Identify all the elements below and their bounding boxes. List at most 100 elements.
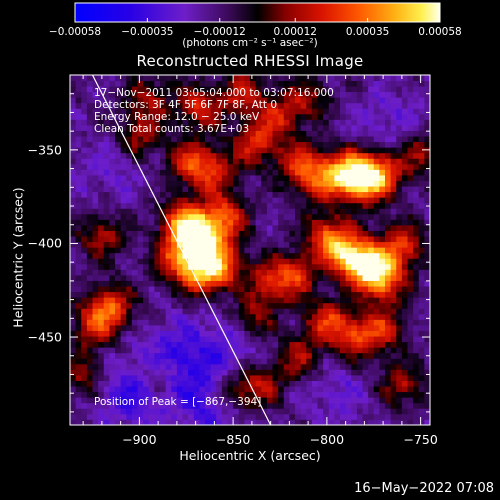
heatmap-cell bbox=[92, 352, 99, 359]
heatmap-cell bbox=[238, 313, 245, 320]
heatmap-cell bbox=[131, 191, 138, 198]
heatmap-cell bbox=[345, 208, 352, 215]
heatmap-cell bbox=[250, 163, 257, 170]
heatmap-cell bbox=[160, 375, 167, 381]
heatmap-cell bbox=[81, 325, 88, 331]
heatmap-cell bbox=[345, 347, 352, 354]
heatmap-cell bbox=[317, 352, 324, 359]
heatmap-cell bbox=[143, 336, 150, 343]
heatmap-cell bbox=[205, 258, 212, 265]
heatmap-cell bbox=[205, 302, 212, 309]
heatmap-cell bbox=[199, 208, 206, 215]
heatmap-cell bbox=[368, 80, 375, 87]
heatmap-cell bbox=[115, 97, 122, 104]
heatmap-cell bbox=[250, 258, 257, 265]
heatmap-cell bbox=[238, 408, 245, 415]
heatmap-cell bbox=[345, 147, 352, 154]
heatmap-cell bbox=[216, 247, 223, 254]
heatmap-cell bbox=[362, 313, 369, 320]
heatmap-cell bbox=[407, 375, 414, 381]
heatmap-cell bbox=[176, 75, 183, 81]
heatmap-cell bbox=[120, 419, 127, 426]
heatmap-cell bbox=[278, 152, 285, 159]
heatmap-cell bbox=[390, 136, 397, 143]
heatmap-cell bbox=[340, 108, 347, 115]
heatmap-cell bbox=[413, 213, 420, 220]
heatmap-cell bbox=[300, 119, 307, 126]
heatmap-cell bbox=[356, 347, 363, 354]
heatmap-cell bbox=[306, 130, 313, 137]
heatmap-cell bbox=[328, 169, 335, 176]
heatmap-cell bbox=[171, 297, 178, 304]
heatmap-cell bbox=[238, 125, 245, 131]
heatmap-cell bbox=[368, 108, 375, 115]
heatmap-cell bbox=[306, 147, 313, 154]
heatmap-cell bbox=[131, 219, 138, 226]
heatmap-cell bbox=[92, 380, 99, 387]
heatmap-cell bbox=[261, 258, 268, 265]
heatmap-cell bbox=[390, 263, 397, 270]
heatmap-cell bbox=[272, 325, 279, 331]
heatmap-cell bbox=[227, 186, 234, 193]
heatmap-cell bbox=[317, 108, 324, 115]
heatmap-cell bbox=[244, 419, 251, 426]
heatmap-cell bbox=[373, 125, 380, 131]
heatmap-cell bbox=[148, 236, 155, 243]
heatmap-cell bbox=[131, 180, 138, 187]
heatmap-cell bbox=[289, 86, 296, 93]
heatmap-cell bbox=[171, 336, 178, 343]
heatmap-cell bbox=[171, 169, 178, 176]
heatmap-cell bbox=[334, 413, 341, 420]
heatmap-cell bbox=[137, 80, 144, 87]
heatmap-cell bbox=[103, 297, 110, 304]
heatmap-cell bbox=[86, 369, 93, 376]
heatmap-cell bbox=[227, 375, 234, 381]
heatmap-cell bbox=[278, 102, 285, 109]
heatmap-cell bbox=[70, 363, 77, 370]
heatmap-cell bbox=[418, 80, 425, 87]
heatmap-cell bbox=[244, 180, 251, 187]
heatmap-cell bbox=[199, 202, 206, 209]
heatmap-cell bbox=[210, 186, 217, 193]
heatmap-cell bbox=[103, 391, 110, 398]
heatmap-cell bbox=[266, 325, 273, 331]
heatmap-cell bbox=[390, 225, 397, 231]
heatmap-cell bbox=[300, 202, 307, 209]
heatmap-cell bbox=[210, 258, 217, 265]
heatmap-cell bbox=[165, 125, 172, 131]
heatmap-cell bbox=[160, 286, 167, 293]
heatmap-cell bbox=[188, 380, 195, 387]
heatmap-cell bbox=[70, 163, 77, 170]
heatmap-cell bbox=[289, 413, 296, 420]
heatmap-cell bbox=[413, 91, 420, 98]
heatmap-cell bbox=[120, 197, 127, 204]
heatmap-cell bbox=[368, 330, 375, 337]
heatmap-cell bbox=[424, 208, 431, 215]
heatmap-cell bbox=[401, 336, 408, 343]
heatmap-cell bbox=[221, 391, 228, 398]
heatmap-cell bbox=[182, 413, 189, 420]
heatmap-cell bbox=[345, 386, 352, 393]
heatmap-cell bbox=[306, 225, 313, 231]
heatmap-cell bbox=[165, 152, 172, 159]
heatmap-cell bbox=[418, 347, 425, 354]
heatmap-cell bbox=[351, 397, 358, 404]
heatmap-cell bbox=[396, 386, 403, 393]
heatmap-cell bbox=[126, 186, 133, 193]
heatmap-cell bbox=[126, 308, 133, 315]
heatmap-cell bbox=[345, 136, 352, 143]
heatmap-cell bbox=[126, 169, 133, 176]
heatmap-cell bbox=[266, 169, 273, 176]
heatmap-cell bbox=[356, 102, 363, 109]
heatmap-cell bbox=[238, 202, 245, 209]
heatmap-cell bbox=[103, 302, 110, 309]
heatmap-cell bbox=[92, 175, 99, 181]
heatmap-cell bbox=[176, 163, 183, 170]
heatmap-cell bbox=[182, 419, 189, 426]
heatmap-cell bbox=[334, 225, 341, 231]
heatmap-cell bbox=[323, 102, 330, 109]
heatmap-cell bbox=[205, 191, 212, 198]
heatmap-cell bbox=[233, 230, 240, 237]
heatmap-cell bbox=[356, 108, 363, 115]
heatmap-cell bbox=[272, 175, 279, 181]
